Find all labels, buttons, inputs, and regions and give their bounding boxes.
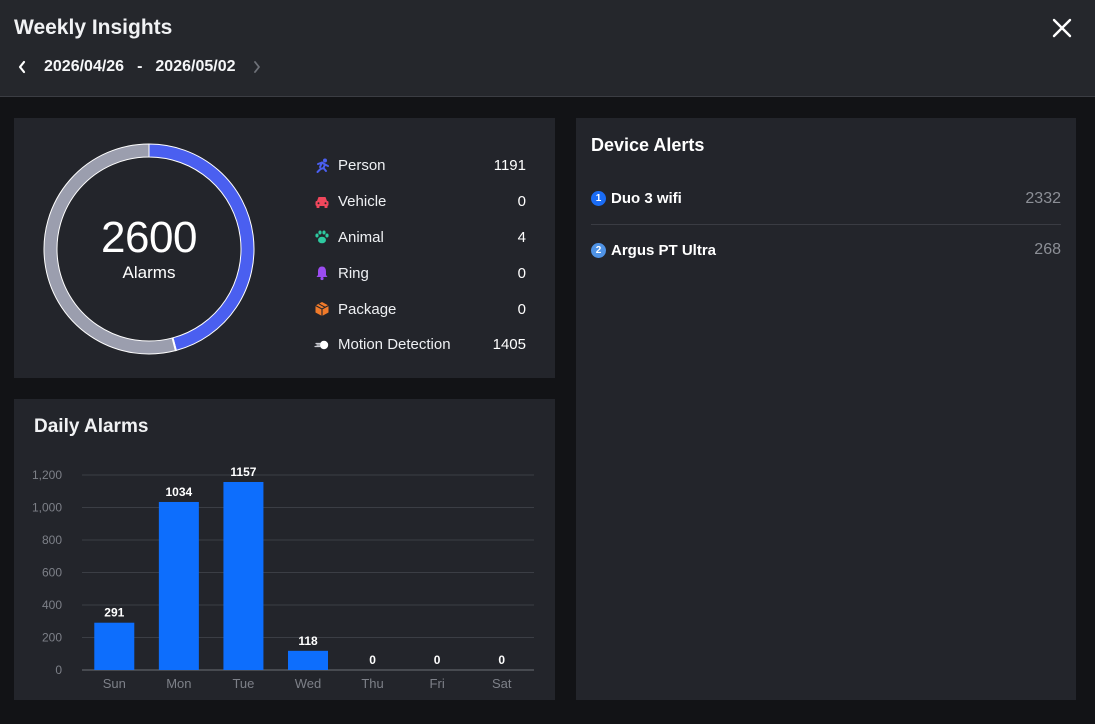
page-title: Weekly Insights: [14, 16, 173, 39]
package-icon: [312, 299, 332, 319]
date-start: 2026/04/26: [44, 58, 125, 75]
y-tick-label: 600: [42, 566, 62, 580]
category-list: Person 1191 Vehicle 0: [312, 148, 526, 363]
device-row[interactable]: 1 Duo 3 wifi 2332: [591, 173, 1061, 224]
x-tick-label: Sat: [492, 676, 512, 691]
x-tick-label: Tue: [232, 676, 254, 691]
category-value: 0: [517, 300, 526, 318]
category-name: Person: [338, 157, 386, 175]
device-rank-badge: 2: [591, 242, 606, 258]
close-button[interactable]: [1050, 16, 1074, 40]
y-tick-label: 1,200: [32, 468, 62, 482]
x-tick-label: Fri: [430, 676, 445, 691]
category-name: Vehicle: [338, 193, 387, 211]
category-name: Animal: [338, 228, 384, 246]
device-alert-count: 2332: [1025, 189, 1061, 207]
date-range: 2026/04/26 - 2026/05/02: [14, 56, 265, 78]
device-alerts-panel: Device Alerts 1 Duo 3 wifi 2332 2 Argus …: [576, 118, 1076, 700]
device-rank-badge: 1: [591, 191, 606, 206]
x-tick-label: Wed: [295, 676, 322, 691]
device-name: Argus PT Ultra: [611, 241, 717, 259]
bar-value-label: 1034: [166, 485, 193, 499]
category-row-person: Person 1191: [312, 148, 526, 184]
bar-tue[interactable]: [223, 481, 264, 670]
x-tick-label: Mon: [166, 676, 191, 691]
category-value: 0: [517, 193, 526, 211]
bar-value-label: 0: [369, 653, 376, 667]
chevron-right-icon: [254, 61, 261, 73]
bar-value-label: 118: [298, 634, 318, 648]
total-alarms: 2600: [101, 213, 197, 262]
daily-alarms-panel: Daily Alarms 0 200 400 600 800 1,000 1,200 291 S…: [14, 399, 555, 700]
motion-icon: [312, 335, 332, 355]
bar-value-label: 1157: [230, 465, 256, 479]
date-separator: -: [137, 58, 143, 75]
daily-alarms-chart: 0 200 400 600 800 1,000 1,200 291 Sun 1034 Mon 1157…: [32, 465, 534, 691]
category-name: Motion Detection: [338, 336, 451, 354]
x-tick-label: Thu: [361, 676, 383, 691]
category-name: Package: [338, 300, 397, 318]
y-tick-label: 400: [42, 598, 62, 612]
y-tick-label: 1,000: [32, 501, 62, 515]
y-tick-label: 200: [42, 631, 62, 645]
device-row[interactable]: 2 Argus PT Ultra 268: [591, 224, 1061, 275]
close-icon: [1052, 18, 1072, 38]
alarm-donut-chart: [43, 143, 255, 355]
category-row-package: Package 0: [312, 291, 526, 327]
bar-value-label: 291: [104, 606, 124, 620]
alarm-summary-panel: 2600 Alarms Person 1191: [14, 118, 555, 378]
bar-mon[interactable]: [158, 501, 199, 670]
category-row-vehicle: Vehicle 0: [312, 184, 526, 220]
category-row-motion: Motion Detection 1405: [312, 327, 526, 363]
header: Weekly Insights 2026/04/26 - 2026/05/02: [0, 0, 1095, 97]
next-week-button[interactable]: [249, 57, 265, 77]
bar-sun[interactable]: [94, 622, 135, 670]
category-value: 1191: [493, 157, 526, 175]
device-alert-count: 268: [1034, 241, 1061, 258]
bar-value-label: 0: [434, 653, 441, 667]
category-name: Ring: [338, 264, 369, 282]
device-list: 1 Duo 3 wifi 2332 2 Argus PT Ultra 268: [591, 173, 1061, 275]
category-value: 1405: [492, 336, 526, 354]
bar-wed[interactable]: [288, 650, 328, 670]
category-row-ring: Ring 0: [312, 255, 526, 291]
donut-slice-motion-detection: [43, 143, 176, 355]
bell-icon: [312, 263, 332, 283]
total-alarms-label: Alarms: [122, 263, 176, 282]
device-name: Duo 3 wifi: [611, 190, 682, 207]
category-row-animal: Animal 4: [312, 220, 526, 256]
bar-value-label: 0: [498, 653, 505, 667]
daily-alarms-title: Daily Alarms: [34, 416, 149, 437]
date-end: 2026/05/02: [155, 58, 236, 75]
y-tick-label: 800: [42, 533, 62, 547]
category-value: 4: [517, 228, 526, 246]
device-alerts-title: Device Alerts: [591, 135, 705, 155]
car-icon: [312, 192, 332, 212]
y-tick-label: 0: [55, 663, 62, 677]
running-person-icon: [312, 156, 332, 176]
x-tick-label: Sun: [103, 676, 126, 691]
category-value: 0: [517, 264, 526, 282]
donut-center: 2600 Alarms: [42, 142, 256, 356]
paw-icon: [312, 227, 332, 247]
chevron-left-icon: [18, 60, 26, 74]
prev-week-button[interactable]: [14, 57, 30, 77]
